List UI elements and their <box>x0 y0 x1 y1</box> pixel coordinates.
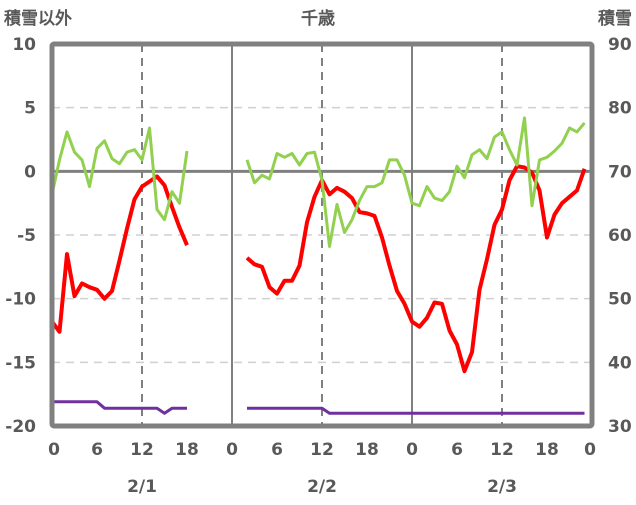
series-red <box>50 164 587 374</box>
day-label: 2/1 <box>127 477 157 497</box>
x-tick-label: 12 <box>310 440 334 460</box>
y-right-tick-label: 50 <box>608 290 632 310</box>
y-right-tick-label: 40 <box>608 353 632 373</box>
plot-border <box>49 41 595 429</box>
day-label: 2/2 <box>307 477 337 497</box>
x-tick-label: 12 <box>130 440 154 460</box>
series-green <box>50 116 586 248</box>
x-tick-label: 12 <box>490 440 514 460</box>
y-left-tick-label: -10 <box>5 290 36 310</box>
x-tick-label: 6 <box>91 440 103 460</box>
x-tick-label: 18 <box>355 440 379 460</box>
y-right-tick-label: 30 <box>608 417 632 437</box>
x-tick-label: 0 <box>584 440 596 460</box>
y-left-tick-label: -15 <box>5 353 36 373</box>
y-left-tick-label: -20 <box>5 417 36 437</box>
y-right-tick-label: 60 <box>608 226 632 246</box>
left-axis-title: 積雪以外 <box>4 8 72 29</box>
series-purple <box>52 400 585 415</box>
x-tick-label: 0 <box>226 440 238 460</box>
right-axis-title: 積雪 <box>598 8 632 29</box>
x-tick-label: 6 <box>271 440 283 460</box>
x-tick-label: 0 <box>406 440 418 460</box>
y-left-tick-label: 5 <box>24 99 36 119</box>
day-label: 2/3 <box>487 477 517 497</box>
y-left-tick-label: 10 <box>12 35 36 55</box>
x-tick-label: 6 <box>451 440 463 460</box>
x-tick-label: 18 <box>535 440 559 460</box>
y-right-tick-label: 80 <box>608 99 632 119</box>
x-tick-label: 0 <box>48 440 60 460</box>
x-tick-label: 18 <box>175 440 199 460</box>
y-left-tick-label: 0 <box>24 162 36 182</box>
y-right-tick-label: 90 <box>608 35 632 55</box>
chart-title: 千歳 <box>301 8 335 29</box>
y-right-tick-label: 70 <box>608 162 632 182</box>
y-left-tick-label: -5 <box>17 226 36 246</box>
